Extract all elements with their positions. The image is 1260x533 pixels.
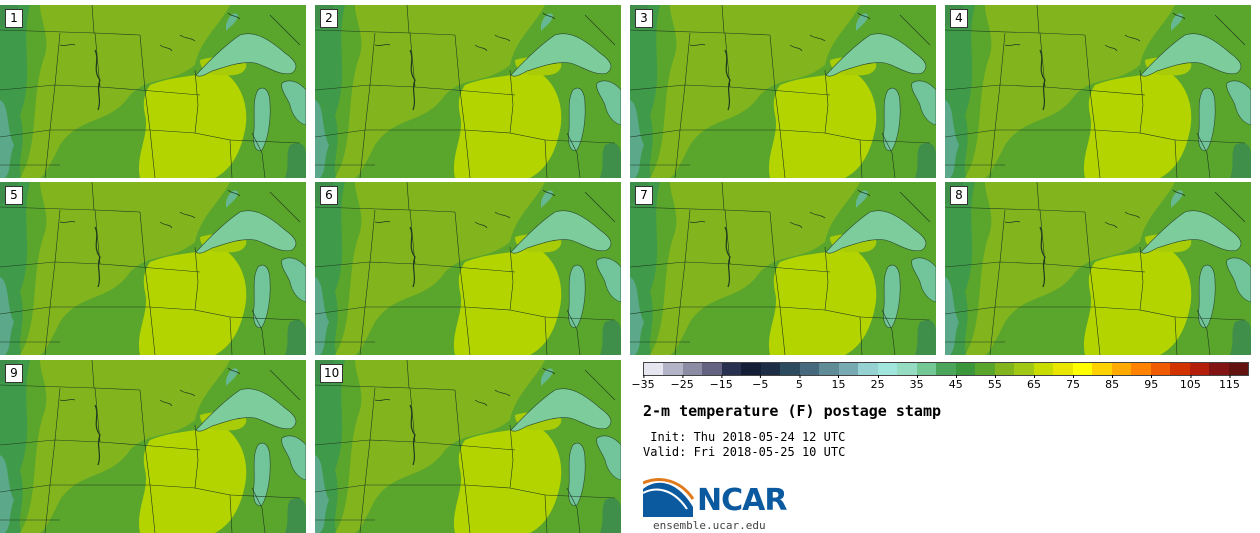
ensemble-member-map-1: 1	[0, 5, 306, 178]
colorbar-segment-8	[780, 363, 800, 375]
colorbar-segment-13	[877, 363, 898, 375]
colorbar-tick-label: 85	[1105, 375, 1120, 391]
ensemble-member-map-2: 2	[315, 5, 621, 178]
website-link[interactable]: ensemble.ucar.edu	[653, 519, 766, 532]
colorbar-segment-10	[819, 363, 839, 375]
colorbar-segment-19	[994, 363, 1015, 375]
temperature-map-8	[945, 182, 1251, 355]
colorbar-segment-26	[1131, 363, 1151, 375]
colorbar-segment-7	[760, 363, 781, 375]
colorbar-segment-6	[741, 363, 761, 375]
colorbar-segment-23	[1072, 363, 1093, 375]
member-label-6: 6	[320, 186, 338, 205]
temperature-map-2	[315, 5, 621, 178]
colorbar-segment-30	[1209, 363, 1229, 375]
colorbar-segment-1	[644, 363, 664, 375]
colorbar-segment-20	[1014, 363, 1034, 375]
colorbar-segment-29	[1189, 363, 1210, 375]
valid-time: Valid: Fri 2018-05-25 10 UTC	[643, 445, 846, 459]
colorbar-tick-label: −25	[670, 375, 694, 391]
colorbar-segment-24	[1092, 363, 1112, 375]
colorbar-tick-label: 65	[1026, 375, 1041, 391]
colorbar-segment-15	[916, 363, 937, 375]
colorbar-segment-17	[955, 363, 976, 375]
colorbar-segment-5	[721, 363, 742, 375]
member-label-10: 10	[320, 364, 344, 383]
member-label-3: 3	[635, 9, 653, 28]
colorbar-segment-4	[702, 363, 722, 375]
temperature-colorbar	[643, 362, 1249, 376]
colorbar-tick-label: 115	[1218, 375, 1240, 391]
colorbar-segment-22	[1053, 363, 1073, 375]
member-label-7: 7	[635, 186, 653, 205]
temperature-map-5	[0, 182, 306, 355]
colorbar-segment-18	[975, 363, 995, 375]
colorbar-segment-11	[838, 363, 859, 375]
temperature-map-9	[0, 360, 306, 533]
colorbar-tick-label: 95	[1144, 375, 1159, 391]
colorbar-segment-25	[1111, 363, 1132, 375]
ncar-logo-icon	[643, 478, 695, 517]
colorbar-tick-label: 35	[909, 375, 924, 391]
colorbar-segment-9	[799, 363, 820, 375]
colorbar-tick-label: 15	[831, 375, 846, 391]
ensemble-member-map-7: 7	[630, 182, 936, 355]
member-label-5: 5	[5, 186, 23, 205]
temperature-map-7	[630, 182, 936, 355]
member-label-4: 4	[950, 9, 968, 28]
ensemble-member-map-10: 10	[315, 360, 621, 533]
colorbar-tick-label: 75	[1066, 375, 1081, 391]
colorbar-tick-label: 105	[1179, 375, 1201, 391]
ensemble-member-map-9: 9	[0, 360, 306, 533]
ensemble-member-map-4: 4	[945, 5, 1251, 178]
colorbar-tick-label: −35	[631, 375, 655, 391]
ensemble-member-map-6: 6	[315, 182, 621, 355]
temperature-map-4	[945, 5, 1251, 178]
colorbar-segment-27	[1150, 363, 1171, 375]
ensemble-member-map-3: 3	[630, 5, 936, 178]
ncar-logo-text: NCAR	[697, 483, 787, 518]
colorbar-segment-21	[1033, 363, 1054, 375]
colorbar-tick-label: 55	[987, 375, 1002, 391]
member-label-8: 8	[950, 186, 968, 205]
chart-title: 2-m temperature (F) postage stamp	[643, 402, 942, 420]
temperature-map-6	[315, 182, 621, 355]
colorbar-tick-labels: −35 −25 −15 −5 5 15 25 35 45 55 65 75 85 95 105 115	[631, 375, 1249, 394]
colorbar-tick-label: −5	[752, 375, 769, 391]
colorbar-tick-label: −15	[709, 375, 733, 391]
member-label-2: 2	[320, 9, 338, 28]
ensemble-member-map-5: 5	[0, 182, 306, 355]
colorbar-segment-3	[682, 363, 703, 375]
colorbar-segment-2	[663, 363, 683, 375]
member-label-9: 9	[5, 364, 23, 383]
temperature-map-3	[630, 5, 936, 178]
colorbar-segment-16	[936, 363, 956, 375]
init-time: Init: Thu 2018-05-24 12 UTC	[643, 430, 846, 444]
colorbar-segment-14	[897, 363, 917, 375]
member-label-1: 1	[5, 9, 23, 28]
colorbar-tick-label: 45	[948, 375, 963, 391]
colorbar-tick-label: 5	[795, 375, 803, 391]
colorbar-segment-31	[1228, 363, 1249, 375]
ensemble-member-map-8: 8	[945, 182, 1251, 355]
temperature-map-10	[315, 360, 621, 533]
colorbar-segment-12	[858, 363, 878, 375]
colorbar-tick-label: 25	[870, 375, 885, 391]
temperature-map-1	[0, 5, 306, 178]
colorbar-segment-28	[1170, 363, 1190, 375]
